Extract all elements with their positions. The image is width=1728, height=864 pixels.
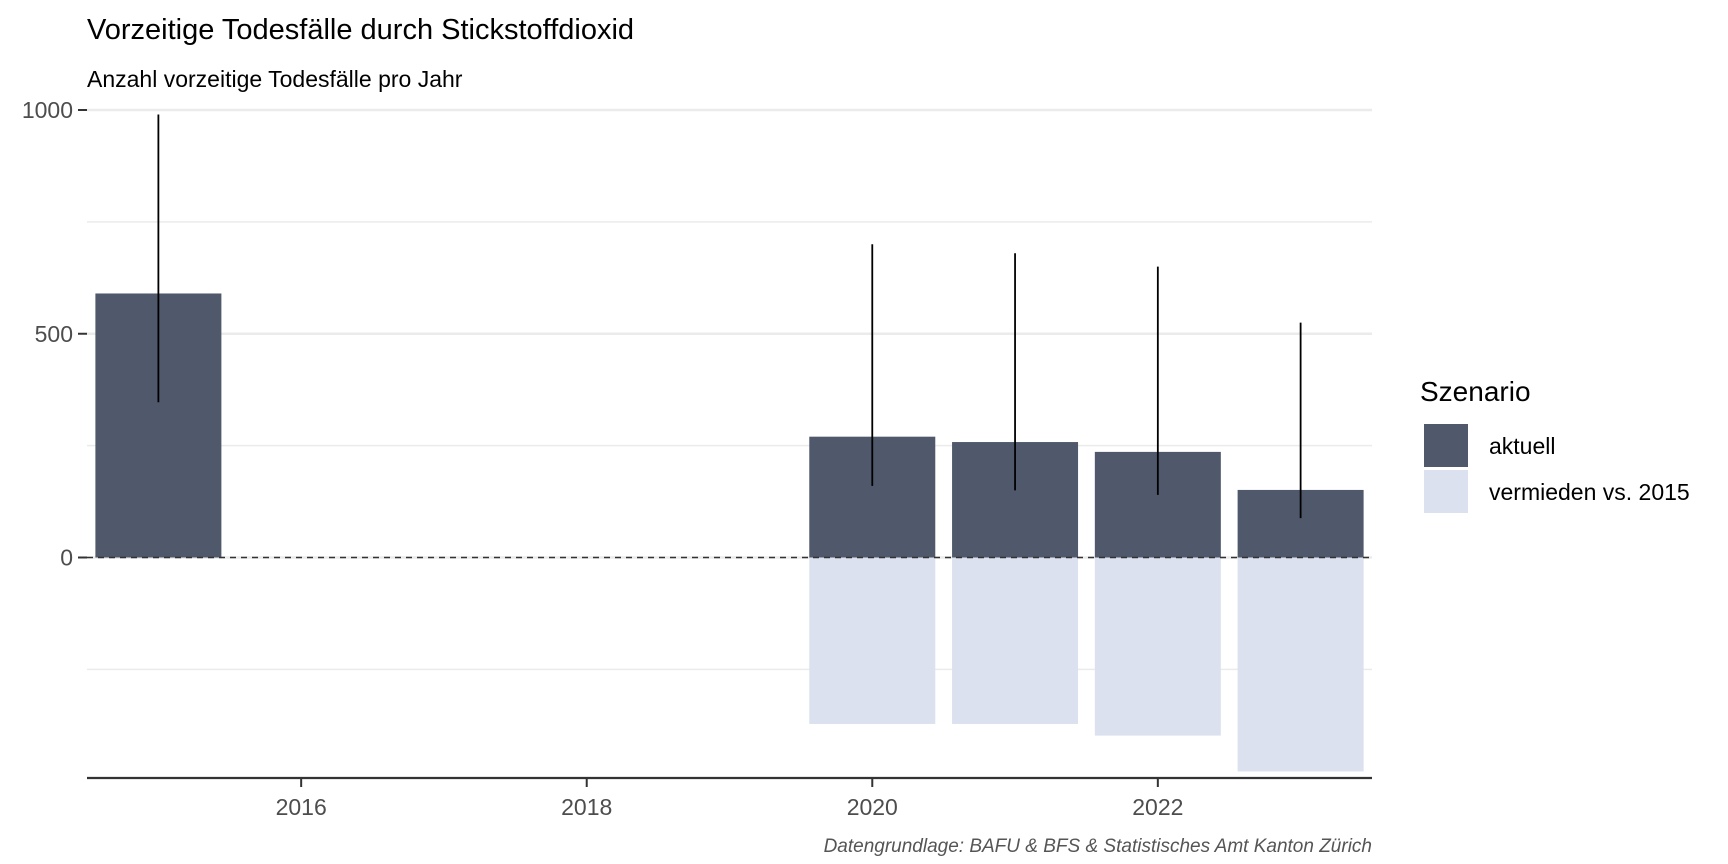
- error-bars: [157, 114, 1302, 519]
- legend-label: aktuell: [1489, 433, 1555, 459]
- y-tick-label: 0: [60, 545, 73, 571]
- x-tick-label: 2016: [276, 794, 327, 820]
- chart-caption: Datengrundlage: BAFU & BFS & Statistisch…: [824, 836, 1372, 857]
- y-axis: 0 500 1000: [22, 97, 87, 571]
- chart-title: Vorzeitige Todesfälle durch Stickstoffdi…: [87, 14, 634, 46]
- bars: [95, 293, 1364, 772]
- bar-vermieden: [1094, 557, 1221, 736]
- x-tick-label: 2020: [847, 794, 898, 820]
- x-axis: 2016 2018 2020 2022: [87, 776, 1372, 820]
- y-tick-label: 500: [35, 321, 73, 347]
- legend-swatch: [1424, 424, 1468, 467]
- legend: Szenario aktuell vermieden vs. 2015: [1420, 376, 1690, 513]
- legend-label: vermieden vs. 2015: [1489, 479, 1690, 505]
- bar-vermieden: [952, 557, 1079, 724]
- x-tick-label: 2022: [1132, 794, 1183, 820]
- bar-vermieden: [1237, 557, 1364, 772]
- x-tick-label: 2018: [561, 794, 612, 820]
- legend-title: Szenario: [1420, 376, 1531, 407]
- chart-subtitle: Anzahl vorzeitige Todesfälle pro Jahr: [87, 66, 463, 92]
- legend-swatch: [1424, 470, 1468, 513]
- bar-vermieden: [809, 557, 936, 724]
- y-tick-label: 1000: [22, 97, 73, 123]
